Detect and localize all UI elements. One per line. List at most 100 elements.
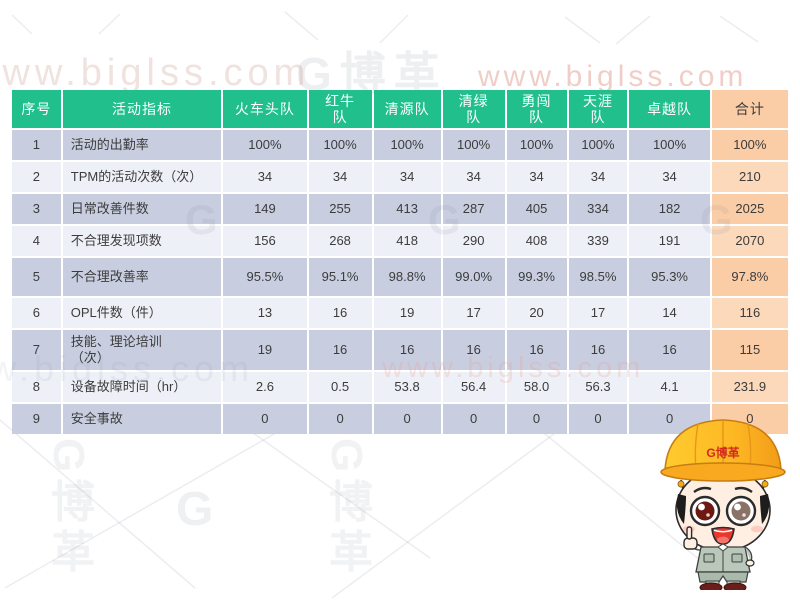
- cell-value: 100%: [308, 130, 372, 160]
- cell-value: 34: [223, 162, 307, 192]
- cell-total: 116: [711, 298, 788, 328]
- cell-value: 0: [373, 404, 441, 434]
- cell-row-number: 2: [12, 162, 61, 192]
- cell-row-number: 5: [12, 258, 61, 296]
- mascot-eyes: [689, 495, 757, 527]
- cell-total: 210: [711, 162, 788, 192]
- cell-value: 0: [568, 404, 628, 434]
- cell-row-number: 1: [12, 130, 61, 160]
- cell-value: 100%: [506, 130, 567, 160]
- cell-value: 182: [629, 194, 710, 224]
- cell-value: 255: [308, 194, 372, 224]
- cell-value: 19: [223, 330, 307, 370]
- header-cell: 活动指标: [62, 90, 222, 128]
- cell-value: 16: [373, 330, 441, 370]
- cell-value: 418: [373, 226, 441, 256]
- cell-total: 2025: [711, 194, 788, 224]
- cell-value: 16: [308, 298, 372, 328]
- cell-total: 231.9: [711, 372, 788, 402]
- cell-row-number: 9: [12, 404, 61, 434]
- cell-value: 16: [568, 330, 628, 370]
- cell-indicator: TPM的活动次数（次）: [62, 162, 222, 192]
- cell-value: 2.6: [223, 372, 307, 402]
- cell-value: 34: [568, 162, 628, 192]
- mascot-legs: [697, 571, 749, 590]
- table-row: 7 技能、理论培训 （次） 19 16 16 16 16 16 16 115: [12, 330, 788, 370]
- cell-value: 34: [373, 162, 441, 192]
- cell-value: 268: [308, 226, 372, 256]
- cell-indicator: 不合理改善率: [62, 258, 222, 296]
- cell-indicator: 安全事故: [62, 404, 222, 434]
- cell-value: 56.4: [442, 372, 505, 402]
- cell-value: 290: [442, 226, 505, 256]
- header-cell: 天涯 队: [568, 90, 628, 128]
- cell-indicator: 日常改善件数: [62, 194, 222, 224]
- cell-value: 16: [308, 330, 372, 370]
- cell-value: 156: [223, 226, 307, 256]
- cell-value: 191: [629, 226, 710, 256]
- header-cell: 清源队: [373, 90, 441, 128]
- cell-value: 56.3: [568, 372, 628, 402]
- cell-value: 13: [223, 298, 307, 328]
- cell-value: 0: [442, 404, 505, 434]
- cell-value: 19: [373, 298, 441, 328]
- cell-value: 287: [442, 194, 505, 224]
- table-row: 4 不合理发现项数 156 268 418 290 408 339 191 2070: [12, 226, 788, 256]
- cell-value: 339: [568, 226, 628, 256]
- cell-value: 53.8: [373, 372, 441, 402]
- cell-value: 16: [506, 330, 567, 370]
- cell-value: 34: [308, 162, 372, 192]
- mascot-worker-illustration: G博革: [660, 419, 786, 590]
- table-row: 8 设备故障时间（hr） 2.6 0.5 53.8 56.4 58.0 56.3 4.1 231.…: [12, 372, 788, 402]
- cell-value: 98.5%: [568, 258, 628, 296]
- header-cell: 序号: [12, 90, 61, 128]
- cell-value: 99.0%: [442, 258, 505, 296]
- cell-value: 95.5%: [223, 258, 307, 296]
- table-row: 1 活动的出勤率 100% 100% 100% 100% 100% 100% 100% 100%: [12, 130, 788, 160]
- helmet-logo-text: G博革: [706, 445, 739, 460]
- header-cell: 合计: [711, 90, 788, 128]
- cell-value: 408: [506, 226, 567, 256]
- cell-value: 98.8%: [373, 258, 441, 296]
- cell-value: 95.3%: [629, 258, 710, 296]
- header-cell: 红牛 队: [308, 90, 372, 128]
- cell-value: 14: [629, 298, 710, 328]
- cell-value: 17: [442, 298, 505, 328]
- cell-value: 0.5: [308, 372, 372, 402]
- table-row: 6 OPL件数（件） 13 16 19 17 20 17 14 116: [12, 298, 788, 328]
- cell-value: 334: [568, 194, 628, 224]
- tpm-results-table: 序号 活动指标 火车头队 红牛 队清源队 清绿 队勇闯 队天涯 队卓越队 合计 1 活动的出…: [10, 88, 790, 436]
- cell-value: 95.1%: [308, 258, 372, 296]
- cell-value: 100%: [223, 130, 307, 160]
- table-row: 3 日常改善件数 149 255 413 287 405 334 182 2025: [12, 194, 788, 224]
- cell-value: 34: [629, 162, 710, 192]
- cell-value: 99.3%: [506, 258, 567, 296]
- table-header-row: 序号 活动指标 火车头队 红牛 队清源队 清绿 队勇闯 队天涯 队卓越队 合计: [12, 90, 788, 128]
- cell-value: 149: [223, 194, 307, 224]
- header-cell: 卓越队: [629, 90, 710, 128]
- cell-value: 405: [506, 194, 567, 224]
- cell-value: 0: [308, 404, 372, 434]
- cell-total: 115: [711, 330, 788, 370]
- cell-value: 58.0: [506, 372, 567, 402]
- cell-total: 97.8%: [711, 258, 788, 296]
- cell-value: 413: [373, 194, 441, 224]
- cell-row-number: 3: [12, 194, 61, 224]
- thumbs-up-hand: [683, 526, 701, 551]
- header-cell: 清绿 队: [442, 90, 505, 128]
- cell-value: 4.1: [629, 372, 710, 402]
- cell-value: 0: [223, 404, 307, 434]
- cell-indicator: OPL件数（件）: [62, 298, 222, 328]
- cell-row-number: 8: [12, 372, 61, 402]
- cell-indicator: 活动的出勤率: [62, 130, 222, 160]
- cell-indicator: 设备故障时间（hr）: [62, 372, 222, 402]
- cell-total: 2070: [711, 226, 788, 256]
- helmet-icon: G博革: [660, 419, 786, 488]
- header-cell: 勇闯 队: [506, 90, 567, 128]
- cell-row-number: 6: [12, 298, 61, 328]
- header-cell: 火车头队: [223, 90, 307, 128]
- cell-value: 17: [568, 298, 628, 328]
- cell-row-number: 4: [12, 226, 61, 256]
